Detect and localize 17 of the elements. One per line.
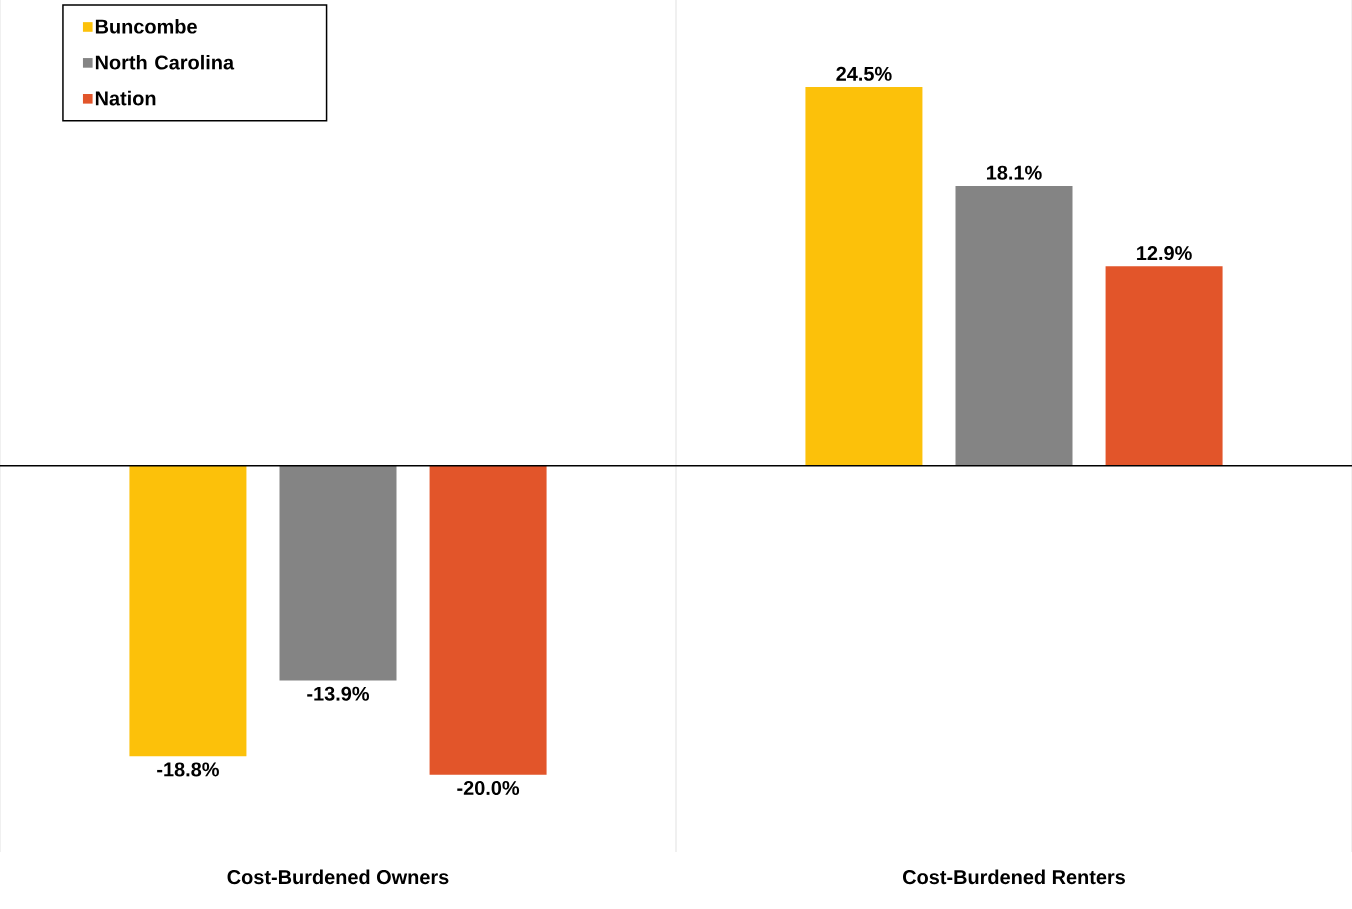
data-label: 18.1% [987,165,1042,180]
data-label: 12.9% [1137,246,1192,261]
data-label: -18.8% [157,762,219,777]
data-label: 24.5% [836,66,892,81]
x-tick-label: Cost-Burdened Owners [227,869,449,885]
data-label: -20.0% [457,780,520,796]
x-tick-label: Cost-Burdened Renters [903,869,1125,885]
legend-label: North Carolina [95,54,235,70]
bar [955,185,1073,466]
data-label: -13.9% [307,686,370,701]
bar [279,465,397,681]
bar [429,465,547,775]
legend-label: Buncombe [95,19,197,34]
bar [1105,266,1223,466]
legend-label: Nation [95,90,156,106]
bar [129,465,247,757]
bar [805,87,923,466]
